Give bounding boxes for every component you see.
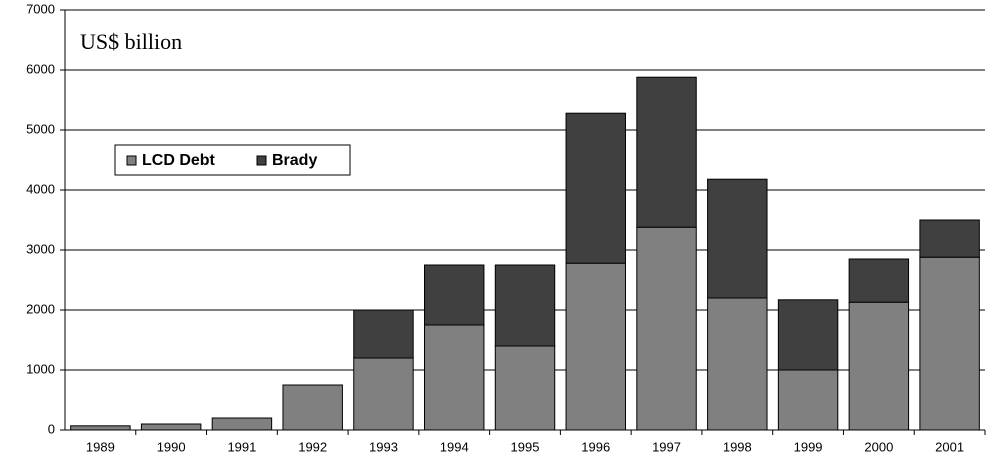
y-tick-label: 6000: [26, 61, 55, 76]
bar-segment: [282, 384, 343, 431]
x-tick-label: 1989: [86, 439, 115, 454]
bar-segment: [707, 297, 768, 431]
bar-segment: [353, 309, 414, 359]
unit-label: US$ billion: [80, 29, 182, 54]
legend-label: LCD Debt: [142, 152, 216, 169]
bar-segment: [777, 369, 839, 431]
bar-segment: [636, 76, 697, 228]
y-tick-label: 0: [48, 421, 55, 436]
bar-segment: [919, 256, 980, 431]
y-tick-label: 3000: [26, 241, 55, 256]
y-tick-label: 5000: [26, 121, 55, 136]
bar-segment: [353, 357, 414, 431]
y-tick-label: 2000: [26, 301, 55, 316]
bar-segment: [565, 112, 626, 264]
y-tick-label: 7000: [26, 1, 55, 16]
y-tick-label: 1000: [26, 361, 55, 376]
x-tick-label: 1993: [369, 439, 398, 454]
x-tick-label: 1992: [298, 439, 327, 454]
x-tick-label: 1999: [794, 439, 823, 454]
x-tick-label: 1990: [157, 439, 186, 454]
legend-label: Brady: [272, 152, 317, 169]
bar-segment: [140, 423, 202, 431]
x-tick-label: 1997: [652, 439, 681, 454]
legend-swatch: [126, 155, 137, 166]
x-tick-label: 2000: [864, 439, 893, 454]
x-tick-label: 1995: [511, 439, 540, 454]
bar-segment: [565, 262, 626, 431]
bar-segment: [919, 219, 980, 258]
y-tick-label: 4000: [26, 181, 55, 196]
bar-segment: [848, 301, 910, 431]
bar-segment: [636, 226, 697, 431]
legend-swatch: [256, 155, 267, 166]
bar-segment: [424, 264, 485, 326]
bar-segment: [707, 178, 768, 299]
x-tick-label: 1994: [440, 439, 469, 454]
bar-segment: [494, 264, 556, 347]
bar-segment: [211, 417, 273, 431]
bar-segment: [70, 425, 131, 431]
bar-segment: [848, 258, 910, 303]
x-tick-label: 1991: [227, 439, 256, 454]
bar-segment: [494, 345, 556, 431]
x-tick-label: 1996: [581, 439, 610, 454]
legend-box: [114, 144, 351, 176]
bar-segment: [777, 299, 839, 371]
x-tick-label: 2001: [935, 439, 964, 454]
x-tick-label: 1998: [723, 439, 752, 454]
bar-segment: [424, 324, 485, 431]
